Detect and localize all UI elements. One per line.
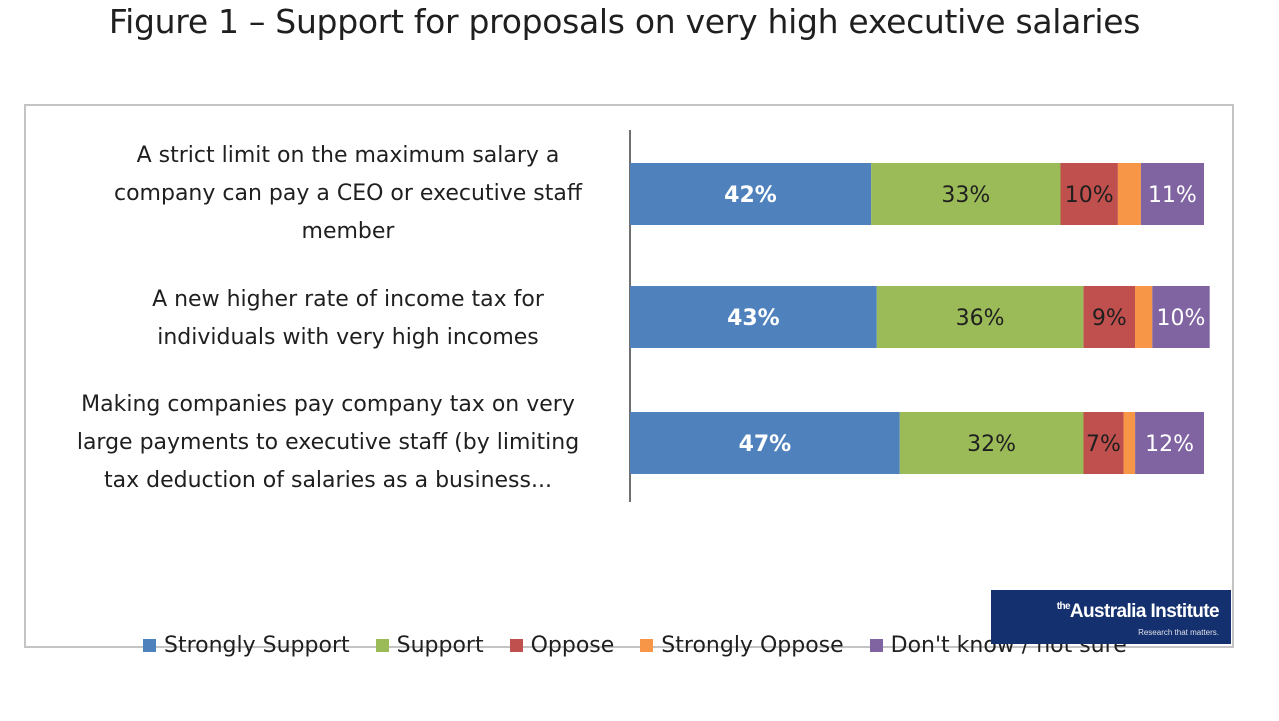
legend-swatch xyxy=(640,639,654,652)
category-label-2: A new higher rate of income tax for indi… xyxy=(68,281,628,357)
bar-segment-support-row-3 xyxy=(899,412,1084,474)
data-label: 36% xyxy=(956,306,1005,331)
category-label-line: member xyxy=(301,219,395,244)
legend-swatch xyxy=(509,639,523,652)
category-label-line: Making companies pay company tax on very xyxy=(81,392,575,417)
bar-segment-strongly-support-row-2 xyxy=(630,286,877,348)
data-label: 11% xyxy=(1148,183,1197,208)
logo-prefix: the xyxy=(1056,601,1071,612)
data-label: 32% xyxy=(967,432,1016,457)
category-label-3: Making companies pay company tax on very… xyxy=(26,386,630,500)
legend-item-strongly-oppose: Strongly Oppose xyxy=(640,633,844,658)
chart-frame: 42% 33% 10% 11% 43% 36% 9% 10% 47% 32% 7% 12% A str… xyxy=(24,104,1234,658)
bar-segment-oppose-row-2 xyxy=(1083,286,1136,348)
data-label: 10% xyxy=(1157,306,1206,331)
data-label: 7% xyxy=(1086,432,1121,457)
bar-segment-oppose-row-1 xyxy=(1060,163,1118,225)
category-label-line: A new higher rate of income tax for xyxy=(152,287,544,312)
australia-institute-logo: theAustralia Institute Research that mat… xyxy=(991,590,1231,644)
bar-segment-oppose-row-3 xyxy=(1083,412,1124,474)
category-label-line: company can pay a CEO or executive staff xyxy=(114,181,582,206)
category-label-line: tax deduction of salaries as a business.… xyxy=(104,468,552,493)
bar-segment-don-t-know-not-sure-row-1 xyxy=(1140,163,1204,225)
data-label: 47% xyxy=(739,432,792,457)
bar-segment-support-row-2 xyxy=(876,286,1084,348)
legend-label: Strongly Oppose xyxy=(661,633,844,658)
data-label: 42% xyxy=(724,183,777,208)
stacked-bar-chart: 42% 33% 10% 11% 43% 36% 9% 10% 47% 32% 7% 12% xyxy=(629,130,1210,502)
data-label: 12% xyxy=(1145,432,1194,457)
logo-tagline: Research that matters. xyxy=(1138,628,1219,637)
data-label: 10% xyxy=(1065,183,1114,208)
legend-item-oppose: Oppose xyxy=(509,633,615,658)
bar-segment-strongly-oppose-row-3 xyxy=(1123,412,1136,474)
legend-swatch xyxy=(143,639,156,652)
bar-segment-strongly-support-row-3 xyxy=(630,412,900,474)
legend-label: Support xyxy=(396,633,484,658)
legend-swatch xyxy=(869,639,883,652)
category-label-line: large payments to executive staff (by li… xyxy=(76,430,580,455)
bar-segment-strongly-support-row-1 xyxy=(630,163,872,225)
data-label: 43% xyxy=(727,306,780,331)
legend-item-support: Support xyxy=(375,633,484,658)
legend-swatch xyxy=(375,639,389,652)
legend-item-strongly-support: Strongly Support xyxy=(143,633,350,658)
category-label-line: A strict limit on the maximum salary a xyxy=(136,143,560,168)
bar-segment-don-t-know-not-sure-row-2 xyxy=(1152,286,1210,348)
data-label: 9% xyxy=(1092,306,1127,331)
logo-text: Australia Institute xyxy=(1069,601,1220,622)
legend-label: Oppose xyxy=(530,633,615,658)
bar-segment-support-row-1 xyxy=(871,163,1061,225)
category-label-1: A strict limit on the maximum salary a c… xyxy=(68,137,628,251)
bar-segment-strongly-oppose-row-1 xyxy=(1117,163,1141,225)
figure-title: Figure 1 – Support for proposals on very… xyxy=(108,2,1141,41)
chart-legend: Strongly Support Support Oppose Strongly… xyxy=(143,633,1127,658)
legend-label: Strongly Support xyxy=(164,633,350,658)
bar-segment-don-t-know-not-sure-row-3 xyxy=(1135,412,1204,474)
category-label-line: individuals with very high incomes xyxy=(157,325,539,350)
bar-segment-strongly-oppose-row-2 xyxy=(1135,286,1153,348)
logo-wordmark: theAustralia Institute xyxy=(1056,601,1220,623)
data-label: 33% xyxy=(941,183,990,208)
